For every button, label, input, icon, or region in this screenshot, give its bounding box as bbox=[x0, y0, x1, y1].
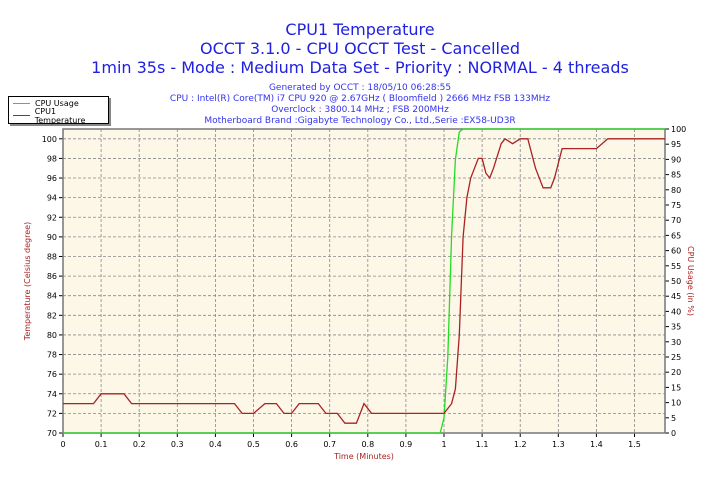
y2-tick-label: 35 bbox=[671, 323, 681, 332]
plot-background bbox=[63, 129, 665, 433]
series-line-cpu1-temperature bbox=[63, 137, 665, 424]
x-tick-label: 1 bbox=[441, 440, 446, 449]
y2-tick-label: 100 bbox=[671, 125, 686, 134]
x-tick-label: 1.5 bbox=[628, 440, 641, 449]
y2-tick-label: 45 bbox=[671, 292, 681, 301]
y2-tick-label: 75 bbox=[671, 201, 681, 210]
y-tick-label: 78 bbox=[47, 351, 57, 360]
y-tick-label: 74 bbox=[47, 390, 57, 399]
y2-tick-label: 95 bbox=[671, 140, 681, 149]
y2-tick-label: 0 bbox=[671, 429, 676, 438]
y-tick-label: 86 bbox=[47, 272, 57, 281]
chart-title: CPU1 Temperature bbox=[285, 20, 435, 39]
x-tick-label: 0.1 bbox=[95, 440, 108, 449]
y-tick-label: 90 bbox=[47, 233, 57, 242]
y2-tick-label: 70 bbox=[671, 216, 681, 225]
chart-subtitle: OCCT 3.1.0 - CPU OCCT Test - Cancelled bbox=[200, 39, 520, 58]
x-tick-label: 0.3 bbox=[171, 440, 184, 449]
cpu-text: CPU : Intel(R) Core(TM) i7 CPU 920 @ 2.6… bbox=[169, 94, 551, 104]
y2-tick-label: 5 bbox=[671, 414, 676, 423]
x-tick-label: 1.4 bbox=[590, 440, 603, 449]
y2-tick-label: 85 bbox=[671, 171, 681, 180]
x-tick-label: 0.9 bbox=[400, 440, 413, 449]
y2-tick-label: 60 bbox=[671, 247, 681, 256]
y2-tick-label: 25 bbox=[671, 353, 681, 362]
y-tick-label: 80 bbox=[47, 331, 57, 340]
x-tick-label: 0.6 bbox=[285, 440, 298, 449]
y-tick-label: 72 bbox=[47, 409, 57, 418]
legend-item-cpu1-temperature: CPU1 Temperature bbox=[13, 107, 108, 125]
x-tick-label: 1.3 bbox=[552, 440, 565, 449]
y-tick-label: 98 bbox=[47, 154, 57, 163]
y2-tick-label: 50 bbox=[671, 277, 681, 286]
x-tick-label: 0.2 bbox=[133, 440, 146, 449]
overclock-text: Overclock : 3800.14 MHz ; FSB 200MHz bbox=[271, 105, 449, 115]
motherboard-text: Motherboard Brand :Gigabyte Technology C… bbox=[204, 116, 516, 126]
legend-item-cpu-usage: CPU Usage bbox=[13, 98, 79, 109]
y2-tick-label: 65 bbox=[671, 231, 681, 240]
y2-tick-label: 55 bbox=[671, 262, 681, 271]
y2-tick-label: 90 bbox=[671, 155, 681, 164]
y2-tick-label: 30 bbox=[671, 338, 681, 347]
x-axis-label: Time (Minutes) bbox=[333, 452, 394, 461]
y-tick-label: 100 bbox=[42, 135, 57, 144]
x-tick-label: 1.1 bbox=[476, 440, 489, 449]
x-tick-label: 0 bbox=[60, 440, 65, 449]
y-tick-label: 82 bbox=[47, 311, 57, 320]
generated-text: Generated by OCCT : 18/05/10 06:28:55 bbox=[268, 83, 452, 93]
y2-tick-label: 40 bbox=[671, 307, 681, 316]
y-tick-label: 88 bbox=[47, 252, 57, 261]
y-tick-label: 96 bbox=[47, 174, 57, 183]
test-info: 1min 35s - Mode : Medium Data Set - Prio… bbox=[91, 58, 629, 77]
y2-axis-label: CPU Usage (in %) bbox=[686, 246, 695, 316]
y-tick-label: 92 bbox=[47, 213, 57, 222]
x-tick-label: 1.2 bbox=[514, 440, 527, 449]
y2-tick-label: 80 bbox=[671, 186, 681, 195]
x-tick-label: 0.8 bbox=[361, 440, 374, 449]
x-tick-label: 0.4 bbox=[209, 440, 222, 449]
y2-tick-label: 15 bbox=[671, 383, 681, 392]
y-tick-label: 70 bbox=[47, 429, 57, 438]
y2-tick-label: 20 bbox=[671, 368, 681, 377]
y-tick-label: 94 bbox=[47, 194, 57, 203]
x-tick-label: 0.5 bbox=[247, 440, 260, 449]
legend: CPU Usage CPU1 Temperature bbox=[8, 96, 109, 125]
y-axis-label: Temperature (Celsius degree) bbox=[23, 222, 32, 341]
series-line-cpu-usage bbox=[63, 128, 665, 434]
y-tick-label: 76 bbox=[47, 370, 57, 379]
x-tick-label: 0.7 bbox=[323, 440, 336, 449]
y2-tick-label: 10 bbox=[671, 399, 681, 408]
y-tick-label: 84 bbox=[47, 292, 57, 301]
